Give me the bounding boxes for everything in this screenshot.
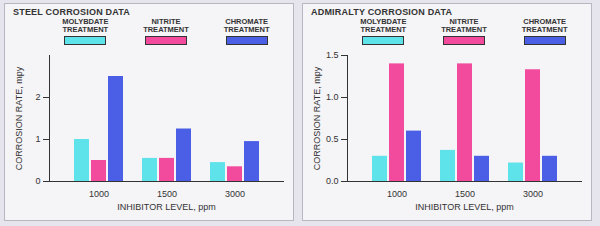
svg-text:CORROSION RATE, mpy: CORROSION RATE, mpy [312,66,322,170]
html-text:MOLYBDATE TREATMENT: MOLYBDATE TREATMENT [360,17,407,34]
svg-text:1: 1 [35,134,40,144]
svg-text:INHIBITOR LEVEL, ppm: INHIBITOR LEVEL, ppm [117,202,215,212]
svg-text:0.0: 0.0 [326,176,339,186]
svg-text:CORROSION RATE, mpy: CORROSION RATE, mpy [14,66,24,170]
svg-text:INHIBITOR LEVEL, ppm: INHIBITOR LEVEL, ppm [415,202,513,212]
svg-text:1.0: 1.0 [326,92,339,102]
svg-text:3000: 3000 [523,189,543,199]
html-text:STEEL CORROSION DATA: STEEL CORROSION DATA [13,7,130,17]
svg-text:3000: 3000 [225,189,245,199]
svg-text:2: 2 [35,92,40,102]
html-text:NITRITE TREATMENT: NITRITE TREATMENT [143,17,189,34]
svg-text:1500: 1500 [157,189,177,199]
html-text:ADMIRALTY CORROSION DATA: ADMIRALTY CORROSION DATA [311,7,453,17]
svg-text:1.5: 1.5 [326,50,339,60]
html-text:NITRITE TREATMENT: NITRITE TREATMENT [441,17,487,34]
html-text:MOLYBDATE TREATMENT: MOLYBDATE TREATMENT [62,17,109,34]
svg-text:1000: 1000 [387,189,407,199]
html-text:CHROMATE TREATMENT: CHROMATE TREATMENT [521,17,568,34]
svg-text:0: 0 [35,176,40,186]
svg-text:0.5: 0.5 [326,134,339,144]
html-text:CHROMATE TREATMENT: CHROMATE TREATMENT [223,17,270,34]
svg-text:1500: 1500 [455,189,475,199]
svg-text:1000: 1000 [89,189,109,199]
